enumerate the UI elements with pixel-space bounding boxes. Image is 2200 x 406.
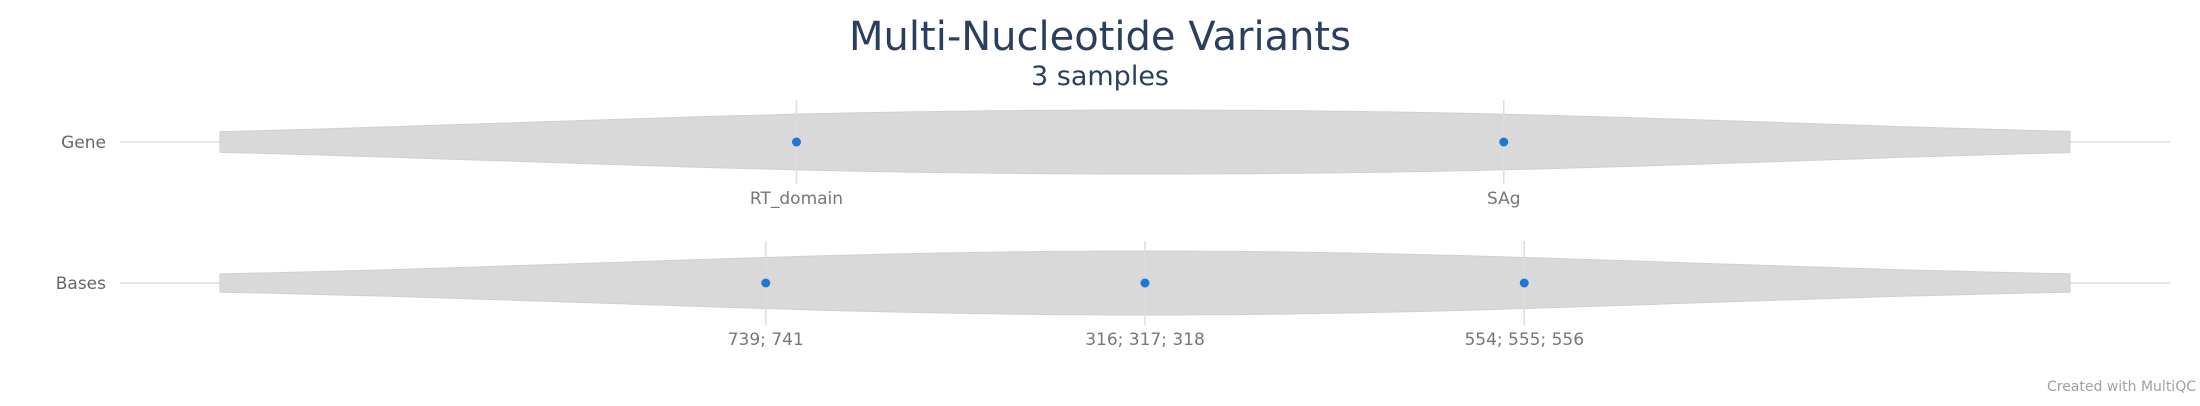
violin-row-gene: Gene RT_domain SAg	[61, 100, 2170, 209]
point-label: SAg	[1487, 189, 1521, 209]
data-point[interactable]	[1499, 137, 1509, 147]
point-label: 316; 317; 318	[1085, 330, 1205, 350]
row-label: Bases	[56, 274, 106, 294]
point-label: 554; 555; 556	[1464, 330, 1584, 350]
footer-credit: Created with MultiQC	[2047, 379, 2196, 395]
point-label: 739; 741	[728, 330, 804, 350]
chart-title: Multi-Nucleotide Variants	[849, 14, 1351, 60]
violin-row-bases: Bases 739; 741 316; 317; 318 554; 555; 556	[56, 241, 2170, 350]
point-label: RT_domain	[750, 189, 843, 209]
data-point[interactable]	[1140, 278, 1150, 288]
row-label: Gene	[61, 133, 106, 153]
chart-subtitle: 3 samples	[1031, 61, 1169, 92]
violin-shape	[219, 109, 2071, 175]
violin-rows: Gene RT_domain SAg Bases 739; 741 316; 317; 3…	[56, 100, 2170, 350]
data-point[interactable]	[761, 278, 771, 288]
data-point[interactable]	[1519, 278, 1529, 288]
data-point[interactable]	[792, 137, 801, 147]
